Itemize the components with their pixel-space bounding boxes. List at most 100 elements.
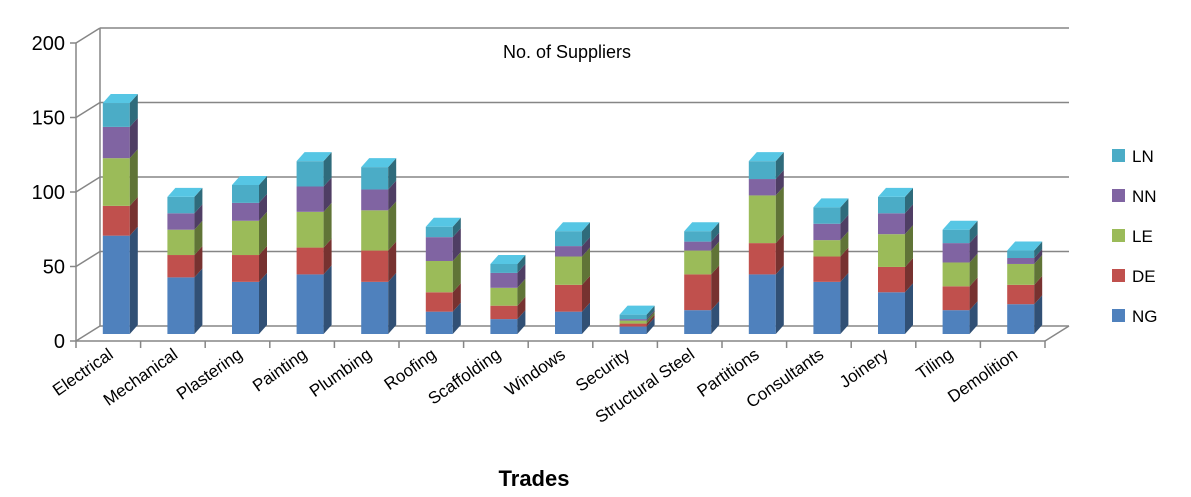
bar-segment-top [361, 158, 397, 168]
bar-segment [1007, 263, 1035, 285]
bar-segment-top [619, 305, 655, 315]
x-tick-label: Plastering [173, 345, 246, 404]
bar-segment-side [775, 186, 784, 244]
bar-segment [555, 246, 582, 257]
bar-segment-side [452, 302, 461, 334]
floor-edge [1044, 325, 1070, 342]
bar-stack [296, 152, 332, 334]
bar-segment-side [259, 176, 267, 203]
legend-label: NN [1132, 187, 1157, 206]
bar-segment-side [129, 117, 138, 159]
bar-segment [1007, 284, 1035, 305]
bar-segment [878, 213, 905, 235]
bar-segment-side [259, 193, 267, 221]
bar-segment-side [388, 201, 397, 251]
bar-segment [296, 274, 324, 334]
bar-stack [490, 254, 526, 334]
bar-segment-side [388, 158, 397, 190]
bar-stack [619, 305, 655, 334]
bar-segment-side [1034, 241, 1043, 259]
bar-segment-top [942, 220, 978, 230]
bar-segment-top [167, 187, 203, 197]
bar-segment [102, 205, 130, 236]
bar-stack [102, 94, 138, 334]
bar-segment [813, 256, 841, 282]
bar-segment-side [323, 152, 332, 187]
bar-segment [296, 161, 324, 187]
x-tick-label: Roofing [381, 345, 440, 394]
bar-segment-side [905, 204, 913, 235]
bar-stack [684, 222, 720, 334]
bar-segment-side [840, 247, 849, 282]
bar-segment [748, 243, 776, 275]
bar-segment-side [129, 94, 138, 127]
bar-segment-side [775, 265, 784, 334]
gridline-side [75, 101, 101, 119]
bar-segment-top [490, 254, 526, 264]
bar-segment [748, 161, 776, 180]
bar-segment [942, 243, 970, 263]
bar-segment [425, 311, 453, 334]
bar-segment-side [323, 202, 332, 248]
bar-segment [490, 272, 518, 288]
bar-segment-side [646, 314, 655, 327]
bar-segment [684, 241, 712, 251]
bar-segment-side [905, 283, 913, 334]
bar-segment [878, 266, 905, 293]
bar-segment-side [129, 226, 138, 334]
bar-segment [232, 185, 259, 203]
bar-segment [296, 211, 324, 248]
bar-segment [684, 250, 712, 275]
bars [102, 94, 1043, 334]
y-tick-label: 100 [32, 182, 65, 204]
bar-segment [619, 314, 647, 320]
bar-segment-side [1034, 295, 1043, 334]
bar-segment [296, 247, 324, 275]
chart-title: No. of Suppliers [503, 42, 631, 62]
bar-segment [167, 213, 195, 230]
bar-segment-side [969, 277, 978, 311]
legend-label: LN [1132, 147, 1154, 166]
bar-segment-side [194, 220, 203, 256]
bar-segment-side [582, 247, 590, 285]
x-tick-label: Joinery [836, 344, 892, 391]
bar-segment [555, 311, 582, 334]
bar-segment-side [1034, 254, 1043, 285]
bar-segment [167, 196, 195, 214]
bar-segment-side [1034, 275, 1043, 305]
bar-segment [878, 234, 905, 267]
bar-segment [425, 260, 453, 293]
bar-segment [361, 210, 389, 251]
bar-segment [813, 240, 841, 257]
bar-segment-side [646, 311, 655, 324]
bar-segment [942, 262, 970, 287]
bar-segment-side [582, 222, 590, 247]
bar-segment [167, 255, 195, 278]
axes [75, 28, 1070, 342]
bar-segment [490, 305, 518, 320]
bar-segment [102, 235, 130, 334]
bar-stack [813, 198, 849, 334]
bar-segment-side [646, 310, 655, 321]
y-tick-label: 0 [54, 331, 65, 353]
bar-segment [102, 103, 130, 127]
bar-segment-top [555, 222, 590, 232]
legend-swatch [1112, 229, 1125, 242]
bar-segment [232, 281, 259, 334]
bar-segment-side [452, 217, 461, 238]
bar-segment [1007, 258, 1035, 264]
bar-segment [619, 323, 647, 327]
bar-segment-side [905, 257, 913, 293]
bar-segment-side [323, 177, 332, 212]
bar-segment-side [129, 196, 138, 236]
bar-segment-side [452, 251, 461, 293]
y-tick-label: 200 [32, 33, 65, 55]
bar-segment-side [194, 187, 203, 214]
legend-swatch [1112, 149, 1125, 162]
bar-segment [684, 231, 712, 242]
bar-segment-top [425, 217, 461, 227]
bar-segment-side [969, 301, 978, 334]
bar-segment-side [517, 296, 526, 320]
bar-segment-top [296, 152, 332, 162]
